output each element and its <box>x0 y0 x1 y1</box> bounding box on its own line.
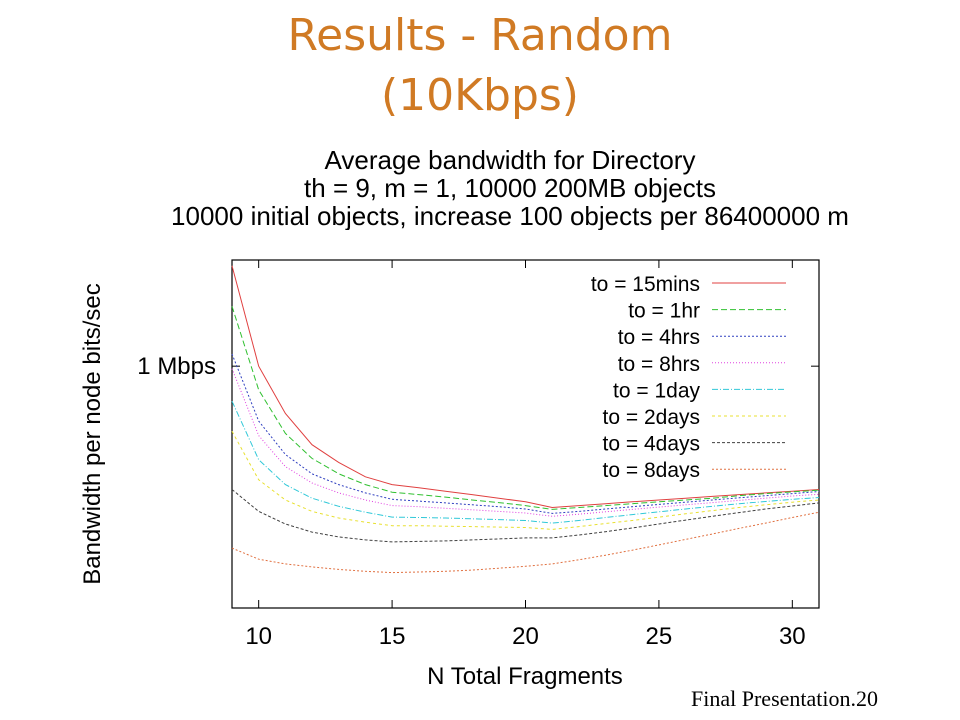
plot-frame <box>231 259 820 609</box>
chart-title-line3: 10000 initial objects, increase 100 obje… <box>171 201 849 230</box>
chart-title: Average bandwidth for Directory th = 9, … <box>150 146 870 230</box>
x-tick-label: 15 <box>379 623 406 650</box>
x-tick-label: 20 <box>512 623 539 650</box>
slide-footer: Final Presentation.20 <box>691 686 878 711</box>
chart-title-line1: Average bandwidth for Directory <box>324 146 696 175</box>
legend-label-7: to = 4days <box>603 433 700 456</box>
series-lines <box>231 265 820 574</box>
series-line-3 <box>231 353 820 514</box>
legend-label-5: to = 1day <box>613 379 700 402</box>
legend-label-4: to = 8hrs <box>618 353 700 376</box>
x-tick-label: 25 <box>646 623 673 650</box>
chart-title-line2: th = 9, m = 1, 10000 200MB objects <box>304 173 716 203</box>
slide-title-line1: Results - Random <box>287 10 673 61</box>
series-line-5 <box>231 400 820 524</box>
series-line-1 <box>231 265 820 509</box>
x-axis-label: N Total Fragments <box>427 663 623 690</box>
series-line-6 <box>231 431 820 530</box>
x-tick-label: 10 <box>245 623 272 650</box>
legend-label-6: to = 2days <box>603 406 700 429</box>
slide-title-line2: (10Kbps) <box>381 70 579 121</box>
series-line-8 <box>231 511 820 574</box>
y-tick-label: 1 Mbps <box>137 353 216 380</box>
axis-ticks: 10 15 20 25 30 1 Mbps <box>137 260 819 650</box>
y-axis-label: Bandwidth per node bits/sec <box>79 283 106 585</box>
legend-label-2: to = 1hr <box>628 300 700 323</box>
series-line-2 <box>231 306 820 510</box>
x-tick-label: 30 <box>779 623 806 650</box>
series-line-4 <box>231 368 820 517</box>
legend-label-1: to = 15mins <box>591 273 700 296</box>
series-line-7 <box>231 489 820 543</box>
legend-label-8: to = 8days <box>603 459 700 482</box>
legend: to = 15mins to = 1hr to = 4hrs to = 8hrs to … <box>591 273 786 482</box>
legend-label-3: to = 4hrs <box>618 326 700 349</box>
